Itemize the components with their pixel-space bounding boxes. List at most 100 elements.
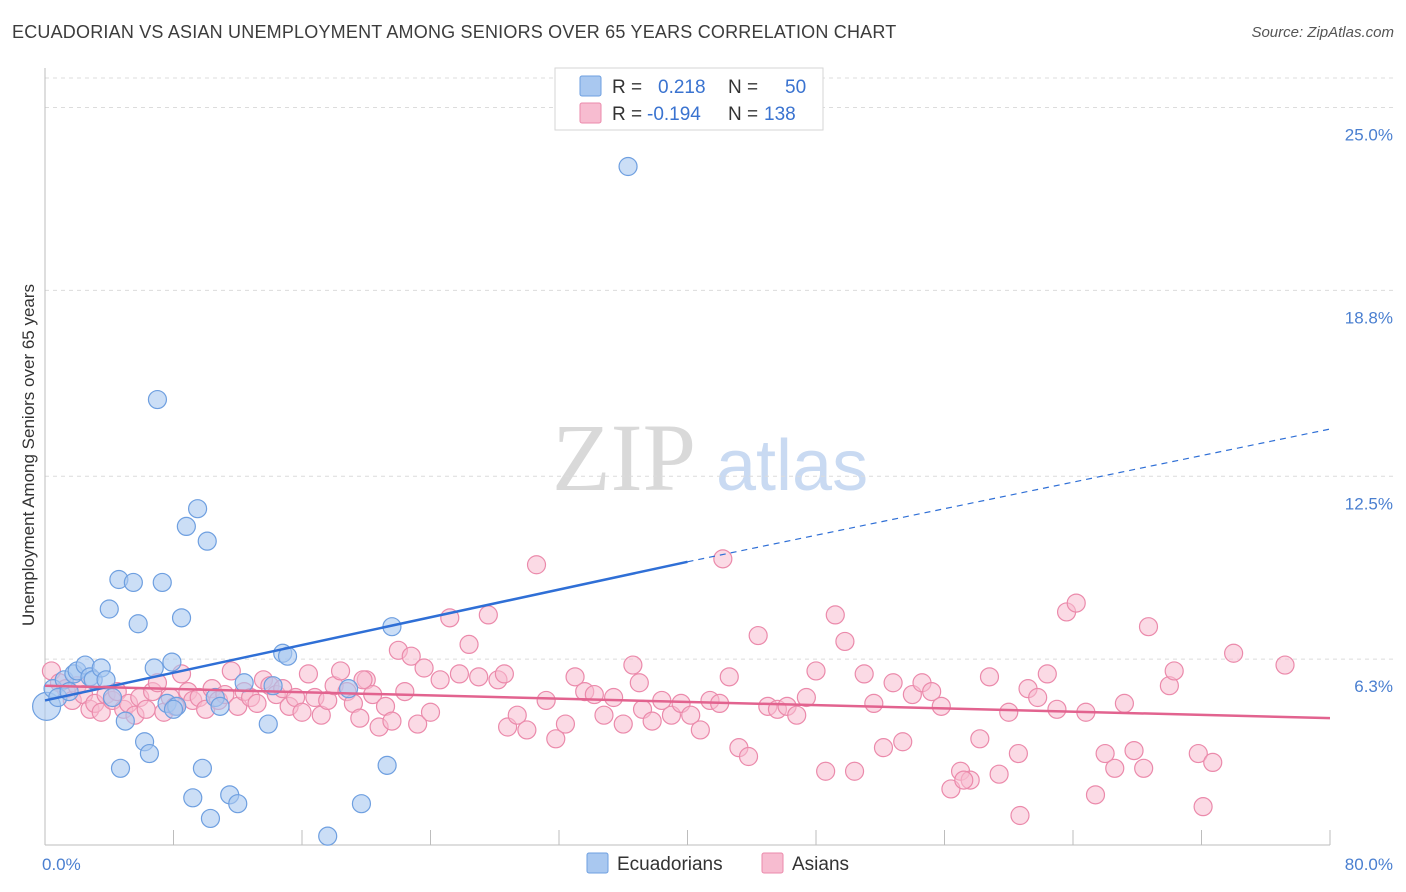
asians-point-62 [430, 670, 450, 690]
asians-point-142 [1224, 643, 1244, 663]
asians-point-121 [999, 702, 1019, 722]
asians-point-140 [1193, 797, 1213, 817]
asians-point-59 [408, 714, 428, 734]
ecuadorians-point-13 [102, 687, 123, 708]
asians-point-64 [449, 664, 470, 684]
ecuadorians-point-16 [123, 572, 143, 593]
asians-point-139 [1188, 743, 1208, 764]
chart-title: ECUADORIAN VS ASIAN UNEMPLOYMENT AMONG S… [12, 22, 897, 42]
asians-point-106 [854, 664, 874, 684]
watermark-atlas: atlas [716, 426, 868, 506]
asians-point-147 [1010, 805, 1030, 826]
y-tick-label-1: 12.5% [1345, 494, 1393, 513]
asians-point-58 [401, 646, 421, 666]
asians-point-60 [414, 658, 434, 678]
asians-point-125 [1037, 664, 1057, 684]
ecuadorians-point-34 [210, 696, 230, 716]
ecuadorians-point-38 [258, 714, 278, 734]
asians-point-136 [1138, 617, 1159, 637]
asians-point-110 [893, 732, 913, 752]
asians-point-118 [970, 729, 990, 749]
asians-point-99 [787, 705, 807, 725]
x-tick-label-1: 80.0% [1345, 855, 1393, 874]
legend-n-value-1: 50 [785, 77, 806, 98]
asians-point-102 [816, 761, 836, 781]
chart-source: Source: ZipAtlas.com [1251, 24, 1394, 41]
bottom-legend-label-ecuadorians: Ecuadorians [617, 854, 723, 875]
ecuadorians-point-19 [139, 743, 160, 764]
bottom-legend-swatch-ecuadorians [586, 852, 609, 874]
asians-point-16 [136, 699, 156, 719]
ecuadorians-point-21 [147, 389, 168, 410]
asians-point-128 [1066, 593, 1086, 613]
legend-n-label-2: N = [728, 104, 758, 125]
bottom-legend: Ecuadorians Asians [586, 852, 849, 875]
asians-point-108 [873, 738, 894, 758]
asians-point-105 [844, 761, 865, 781]
ecuadorians-point-32 [200, 808, 221, 829]
ecuadorians-point-44 [351, 794, 372, 814]
asians-point-74 [546, 729, 566, 749]
asians-point-67 [478, 605, 498, 625]
asians-point-133 [1114, 693, 1135, 714]
asians-point-79 [594, 705, 614, 725]
asians-point-104 [835, 631, 855, 652]
ecuadorians-point-36 [228, 794, 248, 814]
ecuadorians-point-12 [99, 599, 119, 619]
legend-swatch-ecuadorians [579, 75, 602, 97]
asians-point-47 [330, 661, 351, 681]
asians-point-113 [922, 681, 942, 702]
asians-point-50 [350, 708, 370, 728]
asians-point-88 [681, 705, 701, 725]
ecuadorians-point-22 [152, 572, 172, 593]
asians-point-92 [719, 667, 739, 687]
asians-point-101 [806, 661, 826, 681]
asians-point-135 [1134, 758, 1154, 778]
asians-point-103 [825, 605, 845, 625]
asians-point-8 [91, 702, 111, 722]
ecuadorians-point-15 [115, 711, 135, 731]
asians-point-80 [604, 687, 624, 708]
ecuadorians-point-30 [192, 758, 213, 778]
ecuadorians-point-29 [187, 499, 208, 519]
legend-swatch-asians [579, 102, 602, 124]
y-tick-label-3: 25.0% [1345, 126, 1393, 145]
ecuadorians-point-48 [163, 699, 184, 719]
ecuadorians-point-24 [162, 652, 182, 672]
y-tick-label-0: 6.3% [1354, 677, 1393, 696]
tick-labels: 6.3% 12.5% 18.8% 25.0% 0.0% 80.0% [42, 126, 1393, 875]
asians-point-109 [883, 673, 903, 693]
x-tick-label-0: 0.0% [42, 855, 81, 874]
asians-point-76 [565, 667, 585, 687]
ecuadorians-points [32, 156, 638, 846]
asians-point-144 [494, 664, 514, 684]
legend-r-value-2: -0.194 [647, 104, 701, 125]
asians-point-114 [931, 696, 951, 716]
asians-point-65 [459, 634, 479, 655]
bottom-legend-swatch-asians [761, 852, 784, 874]
ecuadorians-trend-line [44, 560, 688, 702]
legend-r-value-1: 0.218 [658, 77, 706, 98]
asians-point-73 [536, 690, 556, 711]
asians-point-146 [353, 670, 373, 690]
ecuadorians-point-43 [338, 679, 359, 699]
asians-point-30 [221, 661, 241, 681]
asians-point-89 [690, 720, 710, 740]
grid [45, 77, 1393, 660]
asians-point-94 [738, 746, 759, 767]
asians-point-81 [613, 714, 633, 734]
asians-point-145 [713, 549, 733, 569]
asians-point-143 [1275, 655, 1295, 675]
ecuadorians-point-42 [318, 826, 338, 846]
legend-n-label-1: N = [728, 77, 758, 98]
asians-point-82 [623, 655, 643, 675]
legend-n-value-2: 138 [764, 104, 796, 125]
watermark-zip: ZIP [552, 404, 696, 511]
asians-points [41, 549, 1295, 826]
asians-point-124 [1028, 687, 1048, 708]
asians-point-71 [517, 720, 537, 740]
ecuadorians-point-26 [171, 608, 192, 628]
asians-trend-line [44, 684, 1331, 720]
asians-point-130 [1085, 785, 1106, 805]
